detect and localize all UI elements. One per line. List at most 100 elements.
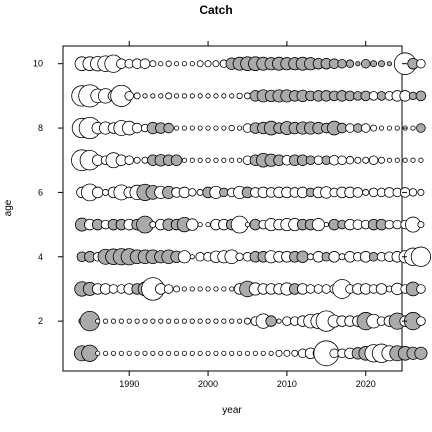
bubble-age8-2019 xyxy=(353,123,363,133)
bubble-age2-1988 xyxy=(110,318,117,324)
bubble-age2-1986 xyxy=(95,318,101,324)
y-tick-label-6: 6 xyxy=(38,187,43,197)
bubble-age9-1993 xyxy=(150,93,156,99)
bubble-age1-1990 xyxy=(126,350,132,356)
bubble-age9-1994 xyxy=(158,93,164,99)
bubble-age7-2026 xyxy=(410,157,416,163)
bubble-age2-1994 xyxy=(158,318,164,324)
bubble-age9-2022 xyxy=(376,91,387,101)
bubble-age1-1993 xyxy=(150,350,156,356)
bubble-age7-1998 xyxy=(189,157,195,163)
bubble-age3-2003 xyxy=(229,286,235,292)
bubble-age10-2018 xyxy=(345,59,355,68)
bubble-age7-2025 xyxy=(402,157,408,163)
bubble-age8-1999 xyxy=(197,125,203,131)
bubble-age9-2002 xyxy=(221,93,227,99)
bubble-age3-2014 xyxy=(313,284,324,294)
bubble-age9-1990 xyxy=(124,91,134,101)
y-axis-title: age xyxy=(3,199,14,216)
bubble-age2-1996 xyxy=(173,318,180,324)
bubble-age7-2000 xyxy=(205,157,211,163)
bubble-age7-2002 xyxy=(221,157,227,163)
bubble-age9-1997 xyxy=(181,93,187,99)
bubble-age8-1995 xyxy=(163,122,174,134)
bubble-age1-2009 xyxy=(275,349,283,357)
bubble-age1-2001 xyxy=(213,350,219,356)
bubble-age1-1996 xyxy=(173,350,180,356)
bubble-age8-2027 xyxy=(416,123,426,133)
bubble-age5-2005 xyxy=(244,222,251,228)
x-axis-title: year xyxy=(222,405,242,416)
bubble-age7-2023 xyxy=(386,157,392,163)
bubble-age9-2001 xyxy=(213,93,219,99)
bubble-age5-2023 xyxy=(384,219,395,230)
bubble-age1-1987 xyxy=(102,350,109,356)
bubble-age10-1996 xyxy=(173,61,180,67)
bubble-age7-2013 xyxy=(305,155,316,165)
bubble-age6-2002 xyxy=(219,187,229,198)
bubble-age2-2010 xyxy=(282,316,292,326)
bubble-age10-1999 xyxy=(196,60,204,68)
bubble-age9-1996 xyxy=(173,93,180,99)
bubble-age8-2003 xyxy=(228,124,235,132)
bubble-age7-2003 xyxy=(229,157,235,163)
bubble-age10-1993 xyxy=(149,60,157,68)
x-tick-label-2010: 2010 xyxy=(277,379,297,389)
chart-title: Catch xyxy=(199,3,232,17)
bubble-age1-1998 xyxy=(189,350,195,356)
bubble-age9-1995 xyxy=(165,92,173,100)
bubble-age2-1989 xyxy=(118,318,124,324)
bubble-age2-1991 xyxy=(134,318,140,324)
bubble-age2-2000 xyxy=(205,318,211,324)
bubble-age3-1997 xyxy=(181,286,187,292)
bubble-age4-2016 xyxy=(328,251,340,263)
bubble-age8-2018 xyxy=(345,123,355,133)
bubble-age2-1997 xyxy=(181,318,187,324)
bubble-age7-2021 xyxy=(368,155,379,165)
bubble-age7-1991 xyxy=(133,156,141,164)
bubble-age5-1998 xyxy=(186,218,199,231)
bubble-age5-2027 xyxy=(417,221,425,229)
bubble-age1-2008 xyxy=(268,350,274,356)
bubble-age6-2020 xyxy=(362,188,370,196)
bubble-age7-1997 xyxy=(181,157,187,163)
bubble-age8-2026 xyxy=(410,125,416,131)
bubble-age7-2024 xyxy=(394,157,400,163)
bubble-age7-1990 xyxy=(124,155,134,165)
bubble-age7-2027 xyxy=(418,157,424,163)
bubble-age7-2018 xyxy=(345,156,355,165)
bubble-age7-1999 xyxy=(197,157,203,163)
bubble-age10-1998 xyxy=(189,61,195,67)
bubble-age7-1996 xyxy=(170,154,183,166)
bubble-age1-1991 xyxy=(134,350,140,356)
bubble-age9-1992 xyxy=(142,93,148,99)
y-tick-label-2: 2 xyxy=(38,316,43,326)
bubble-age5-2014 xyxy=(311,218,325,232)
y-tick-label-8: 8 xyxy=(38,123,43,133)
x-tick-label-1990: 1990 xyxy=(119,379,139,389)
bubble-age2-1992 xyxy=(142,318,148,324)
bubble-age1-2005 xyxy=(244,350,251,356)
bubble-age8-2021 xyxy=(370,124,378,132)
bubble-age5-1993 xyxy=(149,221,157,229)
bubble-age1-1988 xyxy=(110,350,117,356)
bubble-age1-1986 xyxy=(95,350,101,356)
bubble-age5-2024 xyxy=(392,219,403,230)
bubble-age9-2021 xyxy=(368,91,379,101)
bubble-age4-2012 xyxy=(296,250,309,263)
bubble-age8-1997 xyxy=(181,125,187,131)
bubble-age8-2001 xyxy=(213,125,219,131)
bubble-age9-2003 xyxy=(229,93,235,99)
bubble-age7-2001 xyxy=(213,157,219,163)
bubble-age8-2004 xyxy=(237,125,243,131)
bubble-age1-2003 xyxy=(229,350,235,356)
bubble-age7-2014 xyxy=(313,155,324,165)
bubble-age4-2027 xyxy=(410,246,432,267)
bubble-age2-1998 xyxy=(189,318,195,324)
bubble-age1-2000 xyxy=(205,350,211,356)
bubble-age8-1998 xyxy=(189,125,195,131)
bubble-age6-1986 xyxy=(91,186,104,199)
bubble-age1-1989 xyxy=(118,350,124,356)
bubble-age7-2022 xyxy=(378,156,385,164)
bubble-age1-2016 xyxy=(329,348,339,359)
